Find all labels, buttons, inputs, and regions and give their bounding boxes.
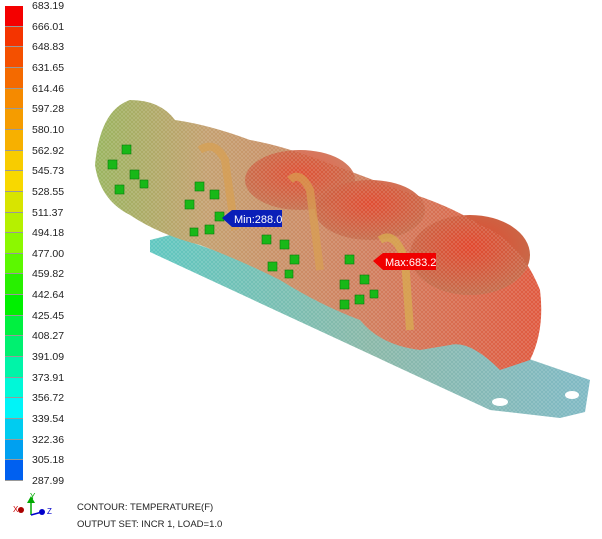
contour-info: CONTOUR: TEMPERATURE(F) [77,502,214,513]
legend-label: 683.19 [32,0,65,12]
legend-label: 373.91 [32,371,65,384]
bolt-hole [492,398,508,406]
legend-band [5,150,23,172]
legend-band [5,6,23,27]
max-marker: Max:683.2 [373,253,436,270]
legend-label: 356.72 [32,392,65,405]
legend-label: 339.54 [32,413,65,426]
min-marker: Min:288.0 [222,210,282,227]
legend-label: 545.73 [32,165,65,178]
legend-label: 494.18 [32,227,65,240]
legend-label: 580.10 [32,123,65,136]
legend-band [5,26,23,48]
legend-band [5,253,23,275]
legend-label: 408.27 [32,330,65,343]
legend-band [5,171,23,192]
legend-label: 305.18 [32,454,65,467]
legend-label: 287.99 [32,475,65,487]
legend-band [5,129,23,151]
bolt-hole [565,391,579,399]
legend-band [5,88,23,110]
min-label: Min:288.0 [234,214,282,226]
legend-label: 425.45 [32,309,65,322]
legend-band [5,419,23,440]
legend-label: 631.65 [32,61,65,74]
output-set-info: OUTPUT SET: INCR 1, LOAD=1.0 [77,519,223,530]
legend-band [5,212,23,234]
legend-label: 614.46 [32,82,65,95]
legend-band [5,47,23,68]
legend-label: 597.28 [32,103,65,116]
legend-label: 562.92 [32,144,65,157]
legend-band [5,336,23,358]
legend-label: 666.01 [32,20,65,33]
legend-label: 511.37 [32,206,64,219]
legend-label: 528.55 [32,185,65,198]
legend-label: 477.00 [32,247,65,260]
legend-label: 442.64 [32,289,65,302]
axis-triad: Y X Z [13,492,52,516]
triad-z-label: Z [47,507,52,516]
legend-band [5,109,23,130]
legend-band [5,233,23,254]
legend-band [5,191,23,213]
manifold-model: Min:288.0 Max:683.2 [95,100,590,418]
legend-band [5,398,23,420]
legend-band [5,315,23,337]
triad-x-label: X [13,505,19,514]
legend-band [5,460,23,481]
triad-y-label: Y [30,492,36,501]
legend-band [5,377,23,399]
max-label: Max:683.2 [385,257,436,269]
constraint-markers [107,144,379,310]
legend-band [5,274,23,296]
legend-band [5,295,23,316]
legend-label: 391.09 [32,351,65,364]
legend-band [5,357,23,378]
legend-band [5,67,23,89]
legend-label: 322.36 [32,433,65,446]
legend-label: 648.83 [32,41,65,54]
legend-band [5,439,23,461]
legend-label: 459.82 [32,268,65,281]
